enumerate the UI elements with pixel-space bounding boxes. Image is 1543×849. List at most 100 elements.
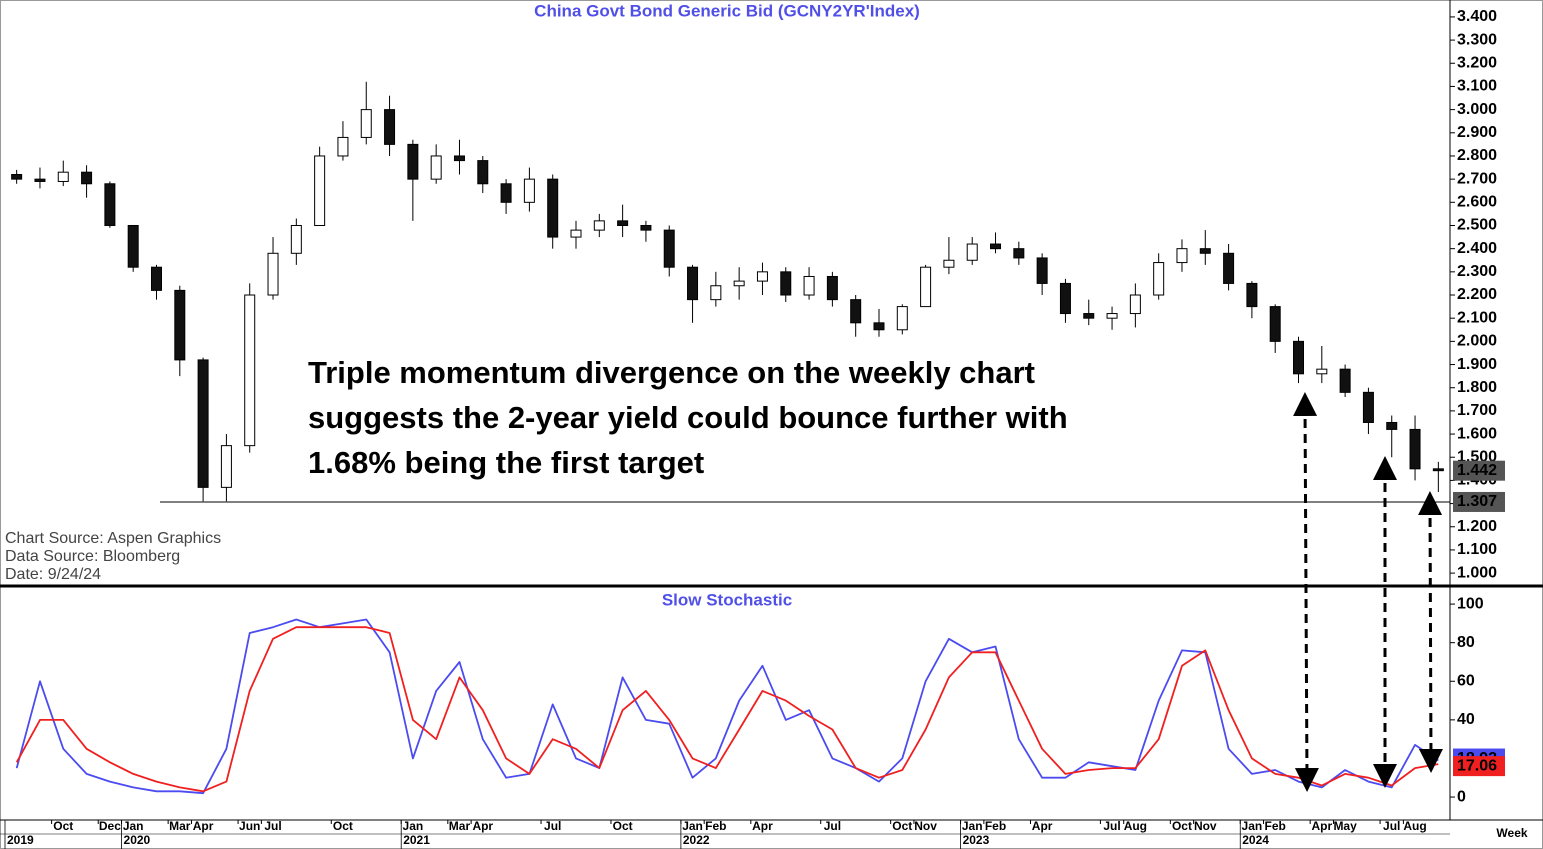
x-tick-label: May: [1333, 819, 1357, 833]
y-tick-label: 0: [1457, 788, 1466, 805]
x-tick-label: Jul: [824, 819, 841, 833]
candle-body: [1153, 262, 1165, 296]
candle-body: [360, 109, 372, 138]
candle-body: [1013, 248, 1025, 259]
source: Data Source: Bloomberg: [5, 548, 180, 565]
y-tick-label: 3.400: [1457, 8, 1497, 25]
y-tick-label: 2.700: [1457, 170, 1497, 187]
x-year-label: 2023: [963, 833, 990, 847]
candle-body: [1083, 313, 1095, 319]
candle-body: [1339, 368, 1351, 393]
y-tick-label: 1.200: [1457, 518, 1497, 535]
y-tick-label: 100: [1457, 595, 1484, 612]
annotation: Triple momentum divergence on the weekly…: [308, 355, 1035, 390]
candle-body: [34, 178, 46, 182]
x-year-label: 2021: [403, 833, 430, 847]
arrow: [1418, 491, 1443, 773]
candle-body: [850, 299, 862, 324]
candle-body: [756, 271, 768, 282]
x-tick-label: Jul: [1383, 819, 1400, 833]
x-tick-label: Feb: [705, 819, 726, 833]
candle-body: [1269, 306, 1281, 342]
source: Chart Source: Aspen Graphics: [5, 530, 221, 547]
candle-body: [826, 275, 838, 301]
x-year-label: 2024: [1242, 833, 1269, 847]
panel-title: Slow Stochastic: [662, 590, 792, 609]
candle-body: [1199, 248, 1211, 254]
value-box: [1453, 460, 1505, 481]
candle-body: [477, 160, 489, 185]
candle-body: [314, 155, 326, 226]
price-plot: [11, 81, 1450, 503]
support-label: 1.307: [1457, 493, 1497, 510]
candle-body: [896, 306, 908, 331]
candle-body: [687, 266, 699, 301]
candle-body: [174, 289, 186, 361]
y-tick-label: 3.200: [1457, 54, 1497, 71]
x-tick-label: Apr: [752, 819, 773, 833]
candle-body: [430, 155, 442, 180]
y-tick-label: 3.100: [1457, 78, 1497, 95]
x-tick-label: Mar: [449, 819, 471, 833]
x-tick-label: Aug: [1124, 819, 1147, 833]
x-tick-label: Jun: [239, 819, 260, 833]
candle-body: [593, 220, 605, 231]
candle-body: [1129, 294, 1141, 315]
stoch-plot: [15, 618, 1439, 795]
x-tick-label: Jan: [682, 819, 703, 833]
x-tick-label: Jan: [403, 819, 424, 833]
candle-body: [337, 136, 349, 157]
candle-body: [267, 252, 279, 296]
x-tick-label: Jan: [1242, 819, 1263, 833]
x-tick-label: Aug: [1403, 819, 1426, 833]
chart-title: China Govt Bond Generic Bid (GCNY2YR'Ind…: [534, 1, 920, 20]
candle-body: [197, 359, 209, 488]
y-tick-label: 1.700: [1457, 402, 1497, 419]
y-tick-label: 2.800: [1457, 147, 1497, 164]
x-tick-label: Feb: [985, 819, 1006, 833]
y-tick-label: 2.000: [1457, 333, 1497, 350]
x-year-label: 2020: [124, 833, 151, 847]
y-tick-label: 2.500: [1457, 217, 1497, 234]
arrow: [1293, 392, 1319, 792]
y-tick-label: 40: [1457, 711, 1475, 728]
candle-body: [127, 224, 139, 268]
candle-body: [966, 243, 978, 261]
candle-body: [710, 285, 722, 301]
candle-body: [1432, 468, 1444, 472]
candle-body: [990, 243, 1002, 250]
y-tick-label: 2.900: [1457, 124, 1497, 141]
last-value-label: 1.442: [1457, 462, 1497, 479]
candle-body: [920, 266, 932, 308]
candle-body: [384, 109, 396, 145]
candle-body: [407, 143, 419, 180]
x-axis-label: Week: [1496, 826, 1527, 840]
x-tick-label: Oct: [892, 819, 912, 833]
candle-body: [803, 275, 815, 296]
candle-body: [244, 294, 256, 447]
x-tick-label: Jul: [1103, 819, 1120, 833]
candle-body: [1176, 248, 1188, 264]
candle-body: [81, 171, 93, 185]
x-year-label: 2019: [7, 833, 34, 847]
y-tick-label: 1.600: [1457, 425, 1497, 442]
candle-body: [943, 259, 955, 268]
candle-body: [1409, 428, 1421, 470]
candle-body: [453, 155, 465, 162]
y-tick-label: 60: [1457, 672, 1475, 689]
x-tick-label: Oct: [333, 819, 353, 833]
candle-body: [104, 183, 116, 226]
candle-body: [220, 445, 232, 488]
annotation: suggests the 2-year yield could bounce f…: [308, 400, 1068, 435]
stoch-line: [15, 626, 1439, 793]
x-year-label: 2022: [683, 833, 710, 847]
candle-body: [570, 229, 582, 238]
x-tick-label: Oct: [1172, 819, 1192, 833]
annotation: 1.68% being the first target: [308, 445, 704, 480]
candle-body: [1059, 282, 1071, 315]
y-tick-label: 2.200: [1457, 286, 1497, 303]
x-tick-label: Apr: [1311, 819, 1332, 833]
y-tick-label: 2.600: [1457, 194, 1497, 211]
candle-body: [290, 224, 302, 254]
